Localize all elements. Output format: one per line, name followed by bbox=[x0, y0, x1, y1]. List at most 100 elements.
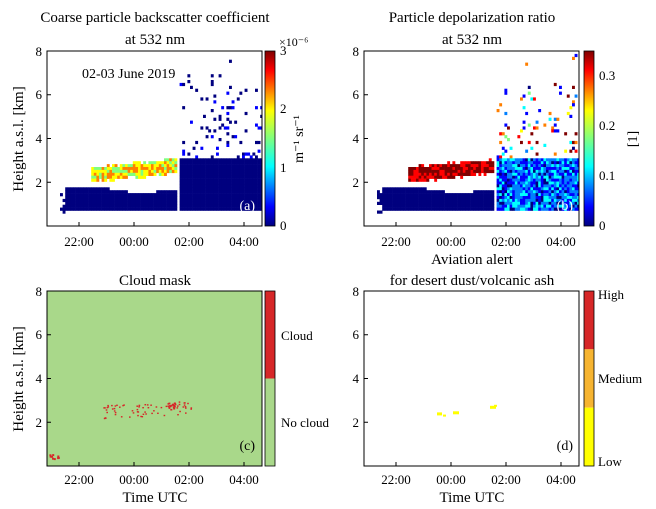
heatmap-cell bbox=[219, 199, 222, 202]
heatmap-cell bbox=[107, 167, 110, 170]
heatmap-cell bbox=[476, 170, 479, 173]
heatmap-cell bbox=[385, 193, 388, 196]
heatmap-cell bbox=[250, 167, 253, 170]
heatmap-cell bbox=[520, 167, 523, 170]
heatmap-cell bbox=[200, 193, 203, 196]
heatmap-cell bbox=[143, 199, 146, 202]
heatmap-cell bbox=[185, 179, 188, 182]
heatmap-cell bbox=[242, 176, 245, 179]
heatmap-cell bbox=[447, 199, 450, 202]
heatmap-cell bbox=[78, 205, 81, 208]
heatmap-cell bbox=[122, 164, 125, 167]
heatmap-cell bbox=[432, 167, 435, 170]
heatmap-cell bbox=[211, 161, 214, 164]
heatmap-cell bbox=[96, 199, 99, 202]
heatmap-cell bbox=[408, 179, 411, 182]
heatmap-cell bbox=[569, 173, 572, 176]
heatmap-cell bbox=[161, 164, 164, 167]
cloud-mask-speck bbox=[153, 410, 155, 411]
heatmap-cell bbox=[512, 193, 515, 196]
heatmap-cell bbox=[455, 196, 458, 199]
heatmap-cell bbox=[104, 193, 107, 196]
heatmap-cell bbox=[452, 170, 455, 173]
heatmap-cell bbox=[437, 170, 440, 173]
heatmap-cell bbox=[86, 193, 89, 196]
heatmap-cell bbox=[523, 184, 526, 187]
heatmap-cell bbox=[190, 179, 193, 182]
heatmap-cell bbox=[421, 173, 424, 176]
panel-d-ytick-4: 4 bbox=[353, 371, 360, 386]
heatmap-cell bbox=[133, 170, 136, 173]
heatmap-cell bbox=[530, 202, 533, 205]
heatmap-cell bbox=[65, 196, 68, 199]
heatmap-cell bbox=[502, 202, 505, 205]
heatmap-cell bbox=[569, 158, 572, 161]
heatmap-cell bbox=[473, 170, 476, 173]
heatmap-cell bbox=[463, 170, 466, 173]
heatmap-cell bbox=[549, 182, 552, 185]
heatmap-cell bbox=[109, 167, 112, 170]
heatmap-cell bbox=[221, 158, 224, 161]
heatmap-cell bbox=[141, 193, 144, 196]
heatmap-cell bbox=[533, 196, 536, 199]
heatmap-cell bbox=[203, 208, 206, 211]
heatmap-cell bbox=[216, 170, 219, 173]
heatmap-cell bbox=[63, 199, 66, 202]
heatmap-cell bbox=[512, 179, 515, 182]
heatmap-cell bbox=[523, 126, 526, 129]
heatmap-cell bbox=[239, 170, 242, 173]
heatmap-cell bbox=[536, 126, 539, 129]
heatmap-cell bbox=[484, 205, 487, 208]
heatmap-cell bbox=[504, 158, 507, 161]
heatmap-cell bbox=[468, 193, 471, 196]
heatmap-cell bbox=[96, 190, 99, 193]
heatmap-cell bbox=[185, 158, 188, 161]
heatmap-cell bbox=[512, 182, 515, 185]
panel-d-xtick-0000: 00:00 bbox=[436, 472, 466, 487]
heatmap-cell bbox=[76, 196, 79, 199]
heatmap-cell bbox=[200, 208, 203, 211]
heatmap-cell bbox=[252, 193, 255, 196]
heatmap-cell bbox=[437, 193, 440, 196]
heatmap-cell bbox=[541, 164, 544, 167]
heatmap-cell bbox=[151, 202, 154, 205]
heatmap-cell bbox=[250, 176, 253, 179]
cloud-mask-speck bbox=[129, 416, 131, 417]
heatmap-cell bbox=[250, 155, 253, 158]
heatmap-cell bbox=[481, 190, 484, 193]
heatmap-cell bbox=[81, 208, 84, 211]
heatmap-cell bbox=[575, 182, 578, 185]
heatmap-cell bbox=[187, 205, 190, 208]
heatmap-cell bbox=[78, 193, 81, 196]
heatmap-cell bbox=[426, 190, 429, 193]
heatmap-cell bbox=[245, 89, 248, 92]
heatmap-cell bbox=[486, 164, 489, 167]
heatmap-cell bbox=[135, 161, 138, 164]
heatmap-cell bbox=[478, 193, 481, 196]
heatmap-cell bbox=[413, 202, 416, 205]
heatmap-cell bbox=[234, 158, 237, 161]
cloud-mask-speck bbox=[137, 415, 139, 416]
heatmap-cell bbox=[237, 184, 240, 187]
heatmap-cell bbox=[167, 167, 170, 170]
heatmap-cell bbox=[460, 193, 463, 196]
heatmap-cell bbox=[424, 205, 427, 208]
heatmap-cell bbox=[68, 199, 71, 202]
heatmap-cell bbox=[465, 161, 468, 164]
heatmap-cell bbox=[569, 141, 572, 144]
heatmap-cell bbox=[523, 199, 526, 202]
heatmap-cell bbox=[403, 190, 406, 193]
heatmap-cell bbox=[543, 164, 546, 167]
heatmap-cell bbox=[528, 205, 531, 208]
cloud-mask-speck bbox=[137, 409, 139, 410]
heatmap-cell bbox=[115, 205, 118, 208]
heatmap-cell bbox=[499, 161, 502, 164]
heatmap-cell bbox=[226, 164, 229, 167]
heatmap-cell bbox=[221, 106, 224, 109]
heatmap-cell bbox=[562, 187, 565, 190]
panel-b-ytick-2: 2 bbox=[353, 175, 360, 190]
heatmap-cell bbox=[198, 164, 201, 167]
heatmap-cell bbox=[232, 106, 235, 109]
heatmap-cell bbox=[502, 179, 505, 182]
heatmap-cell bbox=[536, 190, 539, 193]
